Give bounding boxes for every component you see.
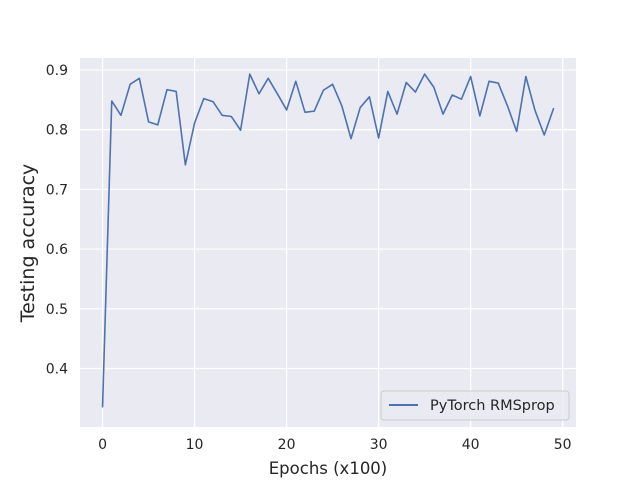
x-tick-label: 20 [278,437,296,453]
y-tick-labels: 0.4 0.5 0.6 0.7 0.8 0.9 [46,63,68,378]
x-tick-labels: 0 10 20 30 40 50 [98,437,571,453]
x-tick-label: 10 [186,437,204,453]
legend-box [380,390,570,421]
y-tick-label: 0.7 [46,182,68,198]
legend-label: PyTorch RMSprop [430,398,555,414]
y-tick-label: 0.6 [46,242,68,258]
x-tick-label: 50 [554,437,572,453]
x-tick-label: 0 [98,437,107,453]
series-line-0 [101,73,555,408]
legend: PyTorch RMSprop [380,390,570,421]
series-layer [101,73,555,408]
y-tick-label: 0.4 [46,361,68,377]
y-tick-label: 0.5 [46,302,68,318]
y-axis-label: Testing accuracy [17,164,39,324]
y-tick-label: 0.8 [46,123,68,139]
y-tick-label: 0.9 [46,63,68,79]
x-tick-label: 40 [462,437,480,453]
x-gridlines [101,58,564,427]
x-axis-label: Epochs (x100) [269,459,388,478]
x-tick-label: 30 [370,437,388,453]
plot-area-background [80,58,576,427]
y-gridlines [80,69,576,370]
